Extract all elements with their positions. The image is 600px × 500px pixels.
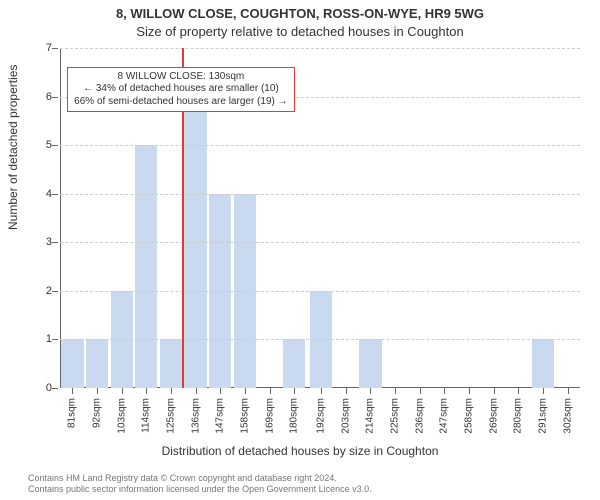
x-tick-label: 169sqm	[264, 398, 275, 434]
x-tick-label: 247sqm	[439, 398, 450, 434]
gridline	[60, 145, 580, 146]
histogram-bar	[61, 339, 83, 388]
y-tick	[52, 388, 58, 389]
x-tick-label: 114sqm	[141, 398, 152, 433]
x-tick	[270, 388, 271, 394]
x-tick	[122, 388, 123, 394]
x-tick	[395, 388, 396, 394]
x-tick	[543, 388, 544, 394]
x-tick-label: 147sqm	[215, 398, 226, 434]
histogram-bar	[135, 145, 157, 388]
x-tick	[370, 388, 371, 394]
y-tick-label: 6	[46, 91, 52, 103]
x-axis-label: Distribution of detached houses by size …	[0, 444, 600, 458]
x-tick-label: 136sqm	[190, 398, 201, 434]
x-tick-label: 302sqm	[562, 398, 573, 434]
x-tick	[346, 388, 347, 394]
x-tick	[568, 388, 569, 394]
x-tick-label: 92sqm	[92, 398, 103, 428]
attribution-footer: Contains HM Land Registry data © Crown c…	[28, 473, 372, 496]
footer-line1: Contains HM Land Registry data © Crown c…	[28, 473, 372, 485]
annotation-line1: 8 WILLOW CLOSE: 130sqm	[74, 71, 287, 84]
x-tick-label: 280sqm	[513, 398, 524, 434]
x-tick	[294, 388, 295, 394]
gridline	[60, 242, 580, 243]
x-tick-label: 269sqm	[488, 398, 499, 434]
gridline	[60, 291, 580, 292]
x-tick-label: 192sqm	[316, 398, 327, 434]
gridline	[60, 48, 580, 49]
y-tick	[52, 194, 58, 195]
x-tick-label: 125sqm	[165, 398, 176, 434]
y-tick-label: 5	[46, 139, 52, 151]
histogram-bar	[359, 339, 381, 388]
histogram-bar	[283, 339, 305, 388]
plot-area: 01234567 81sqm92sqm103sqm114sqm125sqm136…	[60, 48, 580, 388]
annotation-box: 8 WILLOW CLOSE: 130sqm ← 34% of detached…	[67, 67, 294, 113]
histogram-bar	[86, 339, 108, 388]
x-tick	[97, 388, 98, 394]
x-tick	[72, 388, 73, 394]
gridline	[60, 194, 580, 195]
x-tick-label: 81sqm	[67, 398, 78, 428]
histogram-bar	[160, 339, 182, 388]
y-tick	[52, 97, 58, 98]
x-tick-label: 291sqm	[537, 398, 548, 434]
y-axis-label: Number of detached properties	[6, 65, 20, 230]
x-tick-label: 214sqm	[365, 398, 376, 434]
x-tick	[420, 388, 421, 394]
y-tick-label: 3	[46, 236, 52, 248]
x-tick-label: 225sqm	[390, 398, 401, 434]
x-tick	[321, 388, 322, 394]
x-tick-label: 203sqm	[340, 398, 351, 434]
x-tick-label: 236sqm	[414, 398, 425, 434]
y-tick-label: 1	[46, 333, 52, 345]
x-tick	[444, 388, 445, 394]
x-tick	[494, 388, 495, 394]
x-tick	[220, 388, 221, 394]
x-tick	[146, 388, 147, 394]
y-tick-label: 0	[46, 382, 52, 394]
x-tick-label: 258sqm	[464, 398, 475, 434]
footer-line2: Contains public sector information licen…	[28, 484, 372, 496]
x-tick	[245, 388, 246, 394]
x-tick-label: 180sqm	[289, 398, 300, 434]
y-tick-label: 4	[46, 188, 52, 200]
x-tick	[171, 388, 172, 394]
x-tick	[518, 388, 519, 394]
annotation-line2: ← 34% of detached houses are smaller (10…	[74, 83, 287, 96]
y-tick	[52, 339, 58, 340]
x-tick-label: 158sqm	[239, 398, 250, 434]
x-tick	[469, 388, 470, 394]
y-tick	[52, 291, 58, 292]
x-tick-label: 103sqm	[116, 398, 127, 434]
y-tick-label: 2	[46, 285, 52, 297]
y-tick	[52, 145, 58, 146]
y-tick	[52, 48, 58, 49]
chart-subtitle: Size of property relative to detached ho…	[0, 24, 600, 39]
x-tick	[196, 388, 197, 394]
chart-container: 8, WILLOW CLOSE, COUGHTON, ROSS-ON-WYE, …	[0, 0, 600, 500]
annotation-line3: 66% of semi-detached houses are larger (…	[74, 96, 287, 109]
histogram-bar	[532, 339, 554, 388]
y-tick-label: 7	[46, 42, 52, 54]
gridline	[60, 339, 580, 340]
y-tick	[52, 242, 58, 243]
chart-title-address: 8, WILLOW CLOSE, COUGHTON, ROSS-ON-WYE, …	[0, 6, 600, 21]
